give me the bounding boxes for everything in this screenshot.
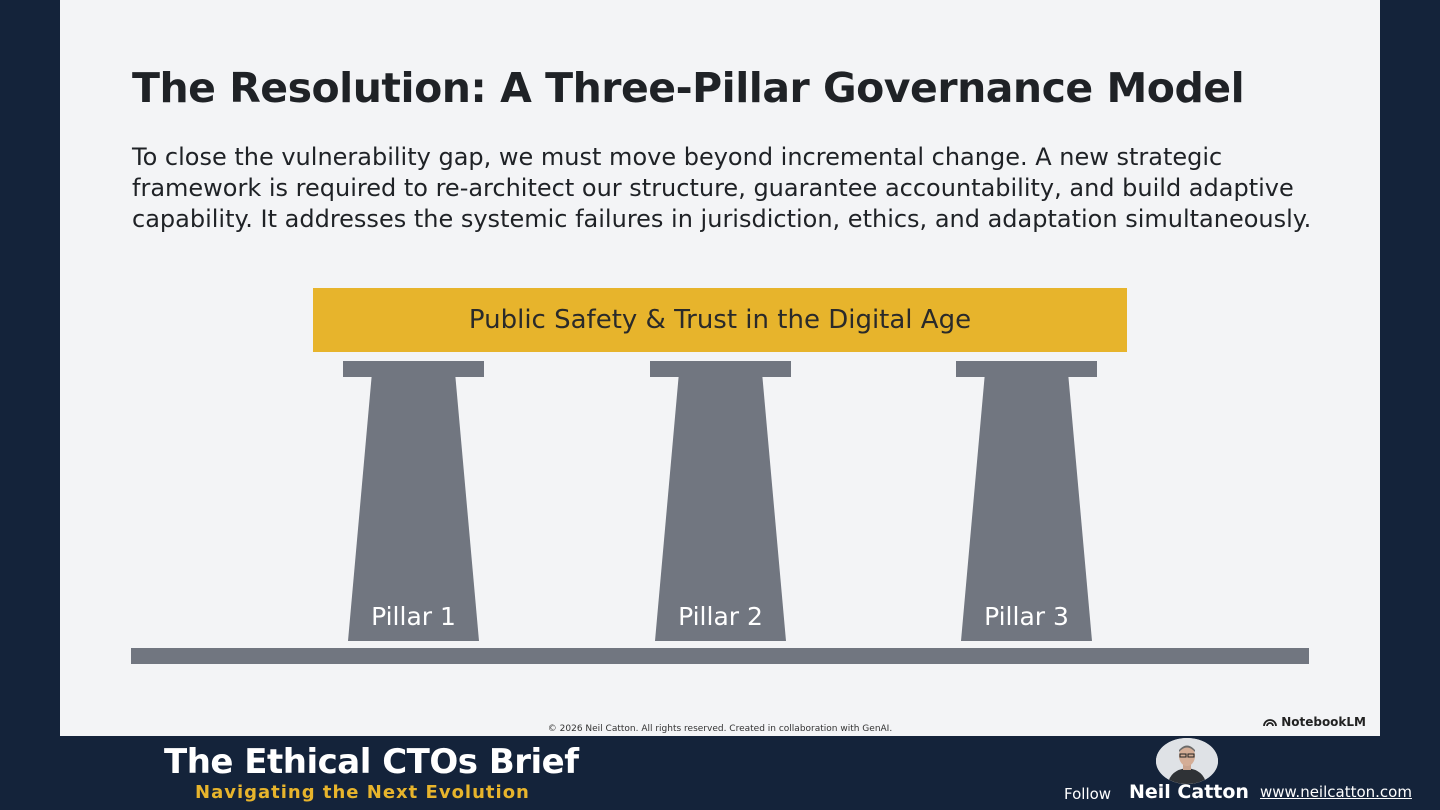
notebooklm-watermark: NotebookLM <box>1263 715 1366 729</box>
follow-label: Follow <box>1064 785 1112 803</box>
copyright-notice: © 2026 Neil Catton. All rights reserved.… <box>547 724 893 734</box>
pillar-2-shaft <box>655 377 786 641</box>
pillar-1-capital <box>343 361 484 377</box>
slide-body-text: To close the vulnerability gap, we must … <box>132 143 1312 233</box>
slide: The Resolution: A Three-Pillar Governanc… <box>60 0 1380 736</box>
pillar-foundation-base <box>131 648 1309 664</box>
pillar-3-label: Pillar 3 <box>984 602 1069 631</box>
brand-subtitle: Navigating the Next Evolution <box>195 782 530 803</box>
pillar-roof-banner: Public Safety & Trust in the Digital Age <box>313 288 1127 352</box>
pillar-3-capital <box>956 361 1097 377</box>
author-name[interactable]: Neil Catton <box>1129 781 1249 803</box>
pillar-1-label: Pillar 1 <box>371 602 456 631</box>
person-icon <box>1156 738 1218 784</box>
notebooklm-label: NotebookLM <box>1281 715 1366 729</box>
pillar-2-capital <box>650 361 791 377</box>
slide-title: The Resolution: A Three-Pillar Governanc… <box>132 64 1245 112</box>
pillar-1-shaft <box>348 377 479 641</box>
pillar-3-shaft <box>961 377 1092 641</box>
avatar[interactable] <box>1156 738 1218 784</box>
notebooklm-icon <box>1263 719 1278 727</box>
pillar-2-label: Pillar 2 <box>678 602 763 631</box>
brand-title: The Ethical CTOs Brief <box>164 742 579 782</box>
website-link[interactable]: www.neilcatton.com <box>1260 783 1412 801</box>
banner-label: Public Safety & Trust in the Digital Age <box>468 305 972 335</box>
